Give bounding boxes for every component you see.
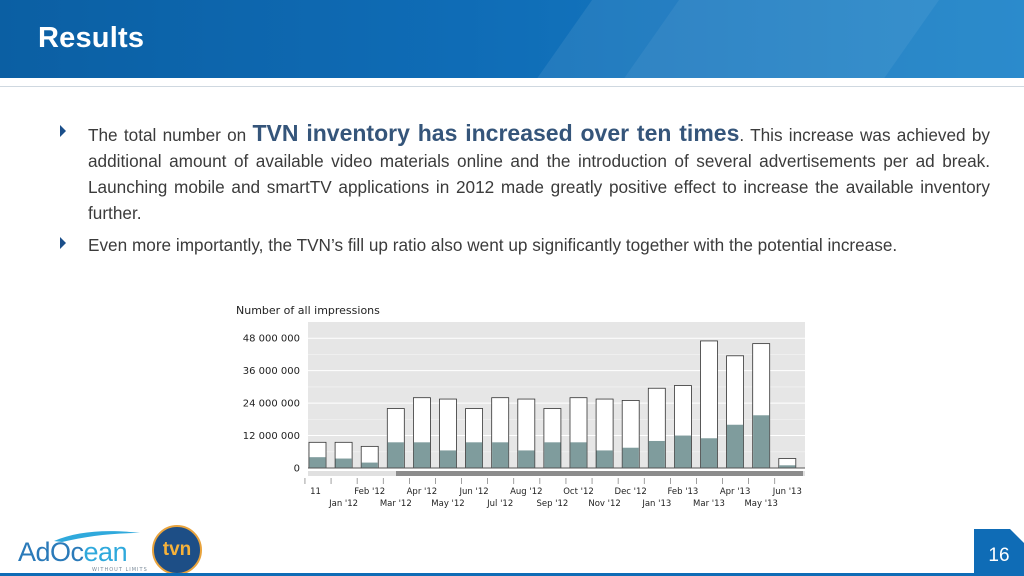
x-tick-label-top: Jun '12 [459, 487, 489, 497]
adocean-wordmark-part1: AdOc [18, 537, 84, 567]
bar-filled [779, 465, 796, 468]
bar-filled [622, 447, 639, 468]
x-tick-label-bottom: Jul '12 [486, 499, 513, 509]
x-tick-label-bottom: Nov '12 [588, 499, 620, 509]
bar-filled [518, 450, 535, 468]
bar-filled [727, 424, 744, 468]
impressions-chart-svg: Number of all impressions 0 12 000 000 24 … [236, 304, 805, 509]
x-tick-label-top: Jun '13 [772, 487, 802, 497]
footer-bar [0, 573, 1024, 576]
y-tick-label: 12 000 000 [243, 431, 300, 442]
bar-filled [674, 435, 691, 468]
bullet-item-2: Even more importantly, the TVN’s fill up… [60, 232, 990, 258]
bar-filled [335, 458, 352, 468]
page-fold-icon [1010, 529, 1024, 543]
bar-filled [753, 415, 770, 468]
x-tick-label-top: Oct '12 [563, 487, 594, 497]
x-tick-label-top: Aug '12 [510, 487, 542, 497]
x-tick-label-top: Apr '12 [407, 487, 438, 497]
x-tick-label-bottom: Mar '13 [693, 499, 725, 509]
bullet-list: The total number on TVN inventory has in… [60, 120, 990, 264]
bullet-1-highlight: TVN inventory has increased over ten tim… [252, 120, 740, 146]
x-tick-label-top: Feb '13 [667, 487, 698, 497]
chart-title: Number of all impressions [236, 304, 380, 317]
bullet-arrow-icon [60, 125, 66, 137]
bar-filled [387, 442, 404, 468]
page-number-box: 16 [974, 529, 1024, 573]
adocean-wordmark: AdOcean [18, 537, 128, 568]
x-tick-label-bottom: Mar '12 [380, 499, 412, 509]
adocean-logo: AdOcean WITHOUT LIMITS [18, 527, 150, 573]
bar-filled [439, 450, 457, 468]
adocean-wordmark-part2: ean [83, 537, 128, 567]
x-tick-label-bottom: Jan '13 [641, 499, 671, 509]
bar-filled [413, 442, 430, 468]
x-tick-label-bottom: Sep '12 [536, 499, 568, 509]
bar-filled [492, 442, 509, 468]
x-tick-label-top: Feb '12 [354, 487, 385, 497]
y-tick-label: 24 000 000 [243, 399, 300, 410]
impressions-chart: Number of all impressions 0 12 000 000 24 … [228, 300, 818, 515]
bar-filled [648, 440, 665, 468]
x-tick-label-bottom: May '13 [744, 499, 777, 509]
y-tick-label: 0 [294, 464, 300, 475]
x-tick-label-top: Dec '12 [615, 487, 647, 497]
bar-filled [570, 442, 587, 468]
x-tick-label-bottom: Jan '12 [328, 499, 358, 509]
y-tick-label: 48 000 000 [243, 334, 300, 345]
slide-title: Results [38, 22, 145, 54]
page-number: 16 [988, 545, 1010, 566]
bar-filled [596, 450, 613, 468]
slide-header: Results [0, 0, 1024, 78]
bar-filled [361, 462, 378, 468]
timeline-scrollbar-thumb[interactable] [396, 471, 803, 476]
header-divider [0, 86, 1024, 87]
bullet-item-1: The total number on TVN inventory has in… [60, 120, 990, 226]
tvn-logo: tvn [152, 525, 202, 575]
adocean-tagline: WITHOUT LIMITS [92, 567, 148, 573]
y-tick-label: 36 000 000 [243, 366, 300, 377]
bar-filled [466, 442, 483, 468]
bullet-2-text: Even more importantly, the TVN’s fill up… [88, 235, 898, 255]
bars [308, 340, 797, 469]
bullet-1-rest: . This increase was achieved by addition… [88, 125, 990, 223]
x-axis-ticks: 11 Feb '12 Apr '12 Jun '12 Aug '12 Oct '12 Dec… [304, 478, 802, 509]
tvn-logo-text: tvn [162, 539, 192, 560]
bullet-arrow-icon [60, 237, 66, 249]
bullet-1-lead: The total number on [88, 125, 253, 145]
bar-filled [309, 457, 326, 468]
x-tick-label-bottom: May '12 [431, 499, 464, 509]
bar-filled [544, 442, 561, 468]
bar-filled [700, 438, 718, 468]
wave-icon [54, 531, 140, 542]
x-tick-label-top: Apr '13 [720, 487, 751, 497]
x-tick-label-top: 11 [310, 487, 321, 497]
y-axis-ticks: 0 12 000 000 24 000 000 36 000 000 48 000 00… [243, 334, 300, 475]
